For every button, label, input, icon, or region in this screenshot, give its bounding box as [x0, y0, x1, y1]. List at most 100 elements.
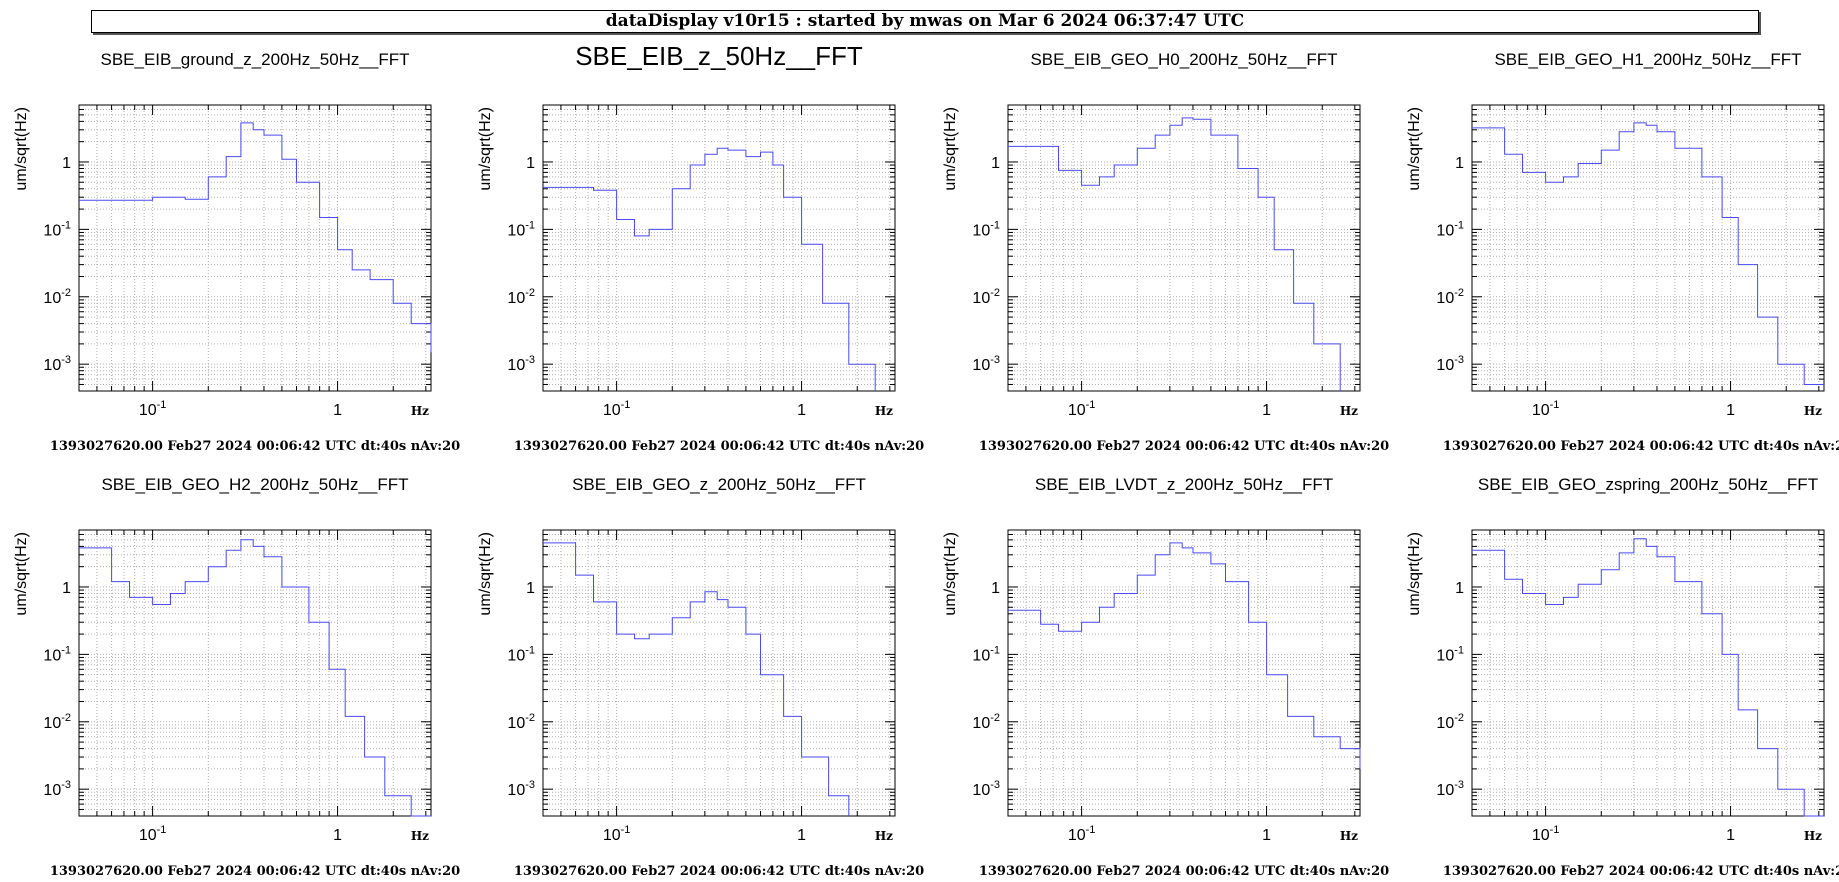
plot-frame	[542, 529, 896, 817]
y-axis-label: um/sqrt(Hz)	[477, 532, 494, 616]
y-tick-label: 10-1	[1436, 644, 1464, 664]
panel-ticks	[79, 105, 431, 391]
panel-footer: 1393027620.00 Feb27 2024 00:06:42 UTC dt…	[1443, 864, 1839, 879]
y-tick-label: 10-2	[43, 287, 71, 307]
y-tick-label: 10-3	[43, 354, 71, 374]
x-unit-label: Hz	[1804, 404, 1822, 418]
x-tick-label: 1	[333, 402, 342, 419]
y-tick-label: 10-3	[972, 354, 1000, 374]
y-tick-label: 10-2	[972, 712, 1000, 732]
x-unit-label: Hz	[411, 404, 429, 418]
panel-ticks	[1008, 105, 1360, 391]
panel-ticks	[1472, 530, 1824, 816]
x-tick-label: 1	[1726, 827, 1735, 844]
panel-gridlines	[1008, 105, 1360, 391]
fft-trace	[543, 542, 850, 816]
x-unit-label: Hz	[875, 829, 893, 843]
y-tick-label: 10-3	[1436, 354, 1464, 374]
panel-ticks	[543, 105, 895, 391]
fft-panel-8: SBE_EIB_GEO_zspring_200Hz_50Hz__FFT 10-3 1…	[1406, 475, 1839, 879]
panel-title: SBE_EIB_GEO_zspring_200Hz_50Hz__FFT	[1478, 475, 1818, 494]
x-tick-label: 1	[797, 402, 806, 419]
fft-panel-1: SBE_EIB_ground_z_200Hz_50Hz__FFT 10-3 10-2…	[13, 50, 460, 454]
y-tick-label: 10-3	[1436, 779, 1464, 799]
x-unit-label: Hz	[1340, 829, 1358, 843]
plot-frame	[78, 104, 432, 392]
fft-panel-6: SBE_EIB_GEO_z_200Hz_50Hz__FFT 10-3 10-2 10-…	[477, 475, 924, 879]
x-tick-label: 10-1	[603, 824, 631, 844]
fft-trace	[1472, 122, 1824, 385]
panel-footer: 1393027620.00 Feb27 2024 00:06:42 UTC dt…	[979, 439, 1389, 454]
y-tick-label: 1	[991, 155, 1000, 172]
y-tick-label: 10-3	[43, 779, 71, 799]
x-tick-label: 1	[797, 827, 806, 844]
panel-gridlines	[1472, 530, 1824, 816]
plot-frame	[542, 104, 896, 392]
y-tick-label: 10-3	[507, 354, 535, 374]
display-header: dataDisplay v10r15 : started by mwas on …	[91, 10, 1759, 33]
x-unit-label: Hz	[875, 404, 893, 418]
x-tick-label: 10-1	[603, 399, 631, 419]
fft-panel-4: SBE_EIB_GEO_H1_200Hz_50Hz__FFT 10-3 10-2 10…	[1406, 50, 1839, 454]
fft-trace	[79, 122, 432, 353]
plot-frame	[1007, 529, 1361, 817]
panel-ticks	[543, 530, 895, 816]
y-axis-label: um/sqrt(Hz)	[942, 107, 959, 191]
y-tick-label: 1	[62, 155, 71, 172]
panel-gridlines	[1472, 105, 1824, 391]
x-tick-label: 1	[1726, 402, 1735, 419]
panel-ticks	[79, 530, 431, 816]
x-tick-label: 10-1	[1532, 824, 1560, 844]
x-tick-label: 1	[1262, 402, 1271, 419]
y-axis-label: um/sqrt(Hz)	[942, 532, 959, 616]
y-tick-label: 10-1	[507, 219, 535, 239]
header-title: dataDisplay v10r15 : started by mwas on …	[605, 11, 1245, 31]
x-tick-label: 10-1	[1532, 399, 1560, 419]
panel-footer: 1393027620.00 Feb27 2024 00:06:42 UTC dt…	[1443, 439, 1839, 454]
y-tick-label: 10-2	[507, 287, 535, 307]
fft-panel-5: SBE_EIB_GEO_H2_200Hz_50Hz__FFT 10-3 10-2 10…	[13, 475, 460, 879]
y-axis-label: um/sqrt(Hz)	[13, 532, 30, 616]
x-tick-label: 10-1	[1068, 824, 1096, 844]
y-tick-label: 10-2	[1436, 287, 1464, 307]
y-tick-label: 1	[526, 155, 535, 172]
y-axis-label: um/sqrt(Hz)	[1406, 532, 1423, 616]
y-tick-label: 10-1	[972, 219, 1000, 239]
plot-frame	[1471, 529, 1825, 817]
y-tick-label: 1	[1455, 155, 1464, 172]
plot-frame	[78, 529, 432, 817]
panel-gridlines	[79, 530, 431, 816]
panel-ticks	[1008, 530, 1360, 816]
panel-gridlines	[1008, 530, 1360, 816]
panel-footer: 1393027620.00 Feb27 2024 00:06:42 UTC dt…	[514, 864, 924, 879]
panel-footer: 1393027620.00 Feb27 2024 00:06:42 UTC dt…	[514, 439, 924, 454]
fft-panel-7: SBE_EIB_LVDT_z_200Hz_50Hz__FFT 10-3 10-2 10…	[942, 475, 1389, 879]
panel-title: SBE_EIB_ground_z_200Hz_50Hz__FFT	[100, 50, 409, 69]
y-tick-label: 10-1	[1436, 219, 1464, 239]
fft-panel-2: SBE_EIB_z_50Hz__FFT 10-3 10-2 10-1 1 10-1 1 Hz u…	[477, 41, 924, 454]
y-tick-label: 10-2	[972, 287, 1000, 307]
panel-footer: 1393027620.00 Feb27 2024 00:06:42 UTC dt…	[50, 864, 460, 879]
panel-title: SBE_EIB_z_50Hz__FFT	[575, 41, 863, 71]
y-tick-label: 10-1	[43, 219, 71, 239]
panel-gridlines	[79, 105, 431, 391]
y-tick-label: 10-1	[43, 644, 71, 664]
y-tick-label: 1	[991, 580, 1000, 597]
panel-title: SBE_EIB_GEO_H1_200Hz_50Hz__FFT	[1494, 50, 1801, 69]
panel-title: SBE_EIB_GEO_z_200Hz_50Hz__FFT	[572, 475, 866, 494]
fft-trace	[79, 539, 431, 817]
y-axis-label: um/sqrt(Hz)	[477, 107, 494, 191]
panel-title: SBE_EIB_GEO_H2_200Hz_50Hz__FFT	[101, 475, 408, 494]
fft-trace	[1008, 542, 1361, 769]
y-tick-label: 10-2	[43, 712, 71, 732]
y-tick-label: 1	[526, 580, 535, 597]
panel-footer: 1393027620.00 Feb27 2024 00:06:42 UTC dt…	[50, 439, 460, 454]
fft-trace	[543, 147, 876, 391]
x-tick-label: 10-1	[139, 399, 167, 419]
y-tick-label: 1	[1455, 580, 1464, 597]
panel-title: SBE_EIB_LVDT_z_200Hz_50Hz__FFT	[1035, 475, 1333, 494]
y-axis-label: um/sqrt(Hz)	[13, 107, 30, 191]
y-tick-label: 10-3	[972, 779, 1000, 799]
panel-title: SBE_EIB_GEO_H0_200Hz_50Hz__FFT	[1030, 50, 1337, 69]
